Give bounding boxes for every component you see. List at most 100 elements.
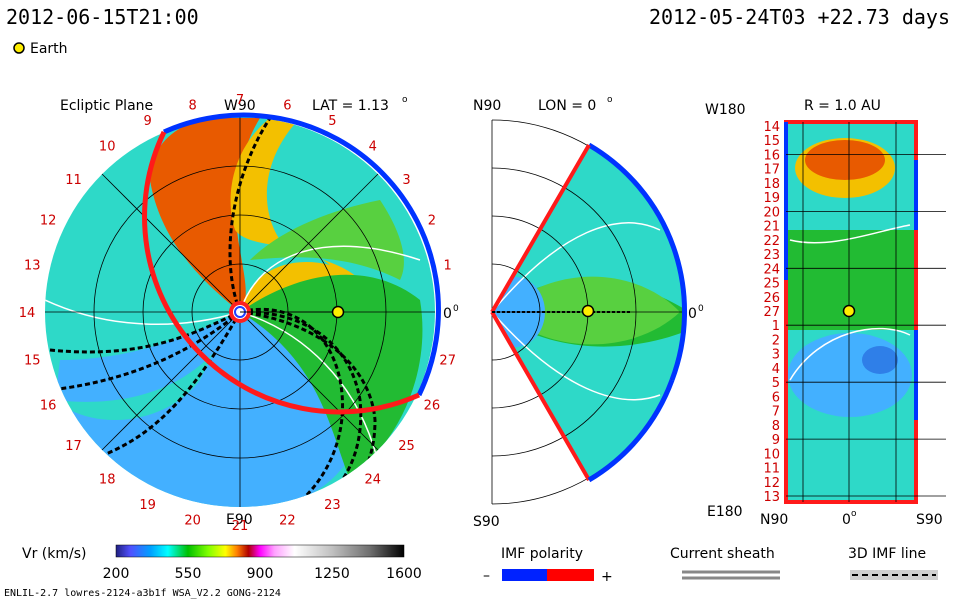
angle-label: 23	[324, 498, 341, 513]
rim-positive	[142, 130, 421, 415]
colorbar-ticks: 200 550 900 1250 1600	[103, 566, 422, 582]
angle-label: 22	[279, 514, 296, 529]
colorbar-label: Vr (km/s)	[22, 546, 86, 562]
meridional-rim-lower	[587, 379, 675, 483]
angle-label: 16	[40, 398, 57, 413]
map-x-left: N90	[760, 512, 788, 528]
angle-label: 25	[398, 439, 415, 454]
earth-legend-label: Earth	[30, 41, 68, 57]
contour-line	[492, 311, 661, 401]
angle-label: 10	[99, 140, 116, 155]
imf-polarity-title: IMF polarity	[501, 546, 583, 562]
map-top-left: W180	[705, 102, 746, 118]
synoptic-map-panel: W180 R = 1.0 AU E180 N90 0 o S90 1415161…	[705, 98, 946, 528]
slow-wind-band	[55, 312, 240, 402]
lon-degree: o	[607, 95, 613, 105]
ecliptic-right-label: 0	[443, 306, 452, 322]
map-y-label: 24	[763, 262, 780, 277]
map-y-label: 11	[763, 462, 780, 477]
meridional-right-label: 0	[688, 306, 697, 322]
angle-label: 6	[283, 98, 291, 113]
lon-label: LON = 0	[538, 98, 596, 114]
map-slow-core	[862, 346, 898, 374]
map-y-label: 15	[763, 134, 780, 149]
map-grid	[786, 122, 946, 502]
angle-label: 5	[328, 114, 336, 129]
map-y-label: 18	[763, 177, 780, 192]
map-y-label: 10	[763, 447, 780, 462]
angle-label: 27	[439, 353, 456, 368]
colorbar-tick: 1600	[386, 566, 422, 582]
ecliptic-bottom-label: E90	[226, 512, 253, 528]
angle-label: 13	[24, 259, 41, 274]
angle-label: 8	[188, 98, 196, 113]
fast-wind-halo	[230, 118, 360, 312]
imf-negative-swatch	[502, 569, 547, 581]
ecliptic-plane-panel: Ecliptic Plane LAT = 1.13 o W90 E90 0 0	[19, 93, 459, 534]
map-frame	[784, 120, 918, 504]
angle-label: 15	[24, 353, 41, 368]
map-y-label: 17	[763, 163, 780, 178]
lat-label: LAT = 1.13	[312, 98, 389, 114]
angle-label: 1	[444, 259, 452, 274]
map-y-label: 7	[772, 405, 780, 420]
angle-label: 17	[65, 439, 82, 454]
earth-legend-icon	[13, 42, 25, 54]
contour-line	[789, 224, 911, 244]
map-y-label: 5	[772, 376, 780, 391]
mid-wind-region	[240, 274, 423, 480]
angle-label: 12	[40, 214, 57, 229]
map-y-label: 12	[763, 476, 780, 491]
rim-negative	[162, 112, 441, 397]
colorbar-tick: 550	[175, 566, 202, 582]
angle-label: 18	[99, 473, 116, 488]
meridional-top-label: N90	[473, 98, 501, 114]
map-y-label: 20	[763, 205, 780, 220]
mid-wind-upper	[250, 200, 404, 280]
ecliptic-title: Ecliptic Plane	[60, 98, 153, 114]
map-y-label: 22	[763, 234, 780, 249]
current-sheath-title: Current sheath	[670, 546, 775, 562]
angle-label: 14	[19, 306, 36, 321]
lat-degree: o	[402, 95, 408, 105]
map-y-label: 26	[763, 291, 780, 306]
angle-label: 4	[369, 140, 377, 155]
angle-label: 20	[184, 514, 201, 529]
map-y-label: 13	[763, 490, 780, 505]
contour-line	[239, 245, 421, 313]
angle-label: 24	[365, 473, 382, 488]
imf-positive-swatch	[547, 569, 594, 581]
imf-plus-sign: +	[601, 569, 613, 585]
footer-run-id: ENLIL-2.7 lowres-2124-a3b1f WSA_V2.2 GON…	[4, 588, 281, 599]
map-y-label: 3	[772, 348, 780, 363]
contour-line	[239, 311, 381, 471]
meridional-bottom-label: S90	[473, 514, 500, 530]
map-x-mid: 0	[842, 512, 851, 528]
angle-label: 26	[424, 398, 441, 413]
angle-label: 7	[236, 93, 244, 108]
map-y-label: 19	[763, 191, 780, 206]
angle-label: 21	[232, 519, 249, 534]
angle-label: 11	[65, 173, 82, 188]
map-r-label: R = 1.0 AU	[804, 98, 881, 114]
meridional-rim-top-edge	[490, 143, 591, 314]
meridional-earth-marker	[581, 304, 595, 318]
map-y-label: 16	[763, 149, 780, 164]
map-y-labels: 1415161718192021222324252627123456789101…	[763, 120, 780, 505]
map-earth-marker	[842, 304, 856, 318]
slow-wind-region	[70, 309, 362, 507]
imf3d-title: 3D IMF line	[848, 546, 926, 562]
map-y-label: 2	[772, 334, 780, 349]
map-y-label: 21	[763, 220, 780, 235]
map-slow-wind	[788, 333, 912, 417]
meridional-right-degree: 0	[698, 304, 704, 314]
map-y-label: 8	[772, 419, 780, 434]
imf-minus-sign: –	[483, 568, 490, 584]
map-y-label: 25	[763, 277, 780, 292]
map-y-label: 9	[772, 433, 780, 448]
contour-line	[789, 327, 911, 381]
contour-line	[45, 299, 241, 325]
ecliptic-right-degree: 0	[453, 304, 459, 314]
map-y-label: 14	[763, 120, 780, 135]
